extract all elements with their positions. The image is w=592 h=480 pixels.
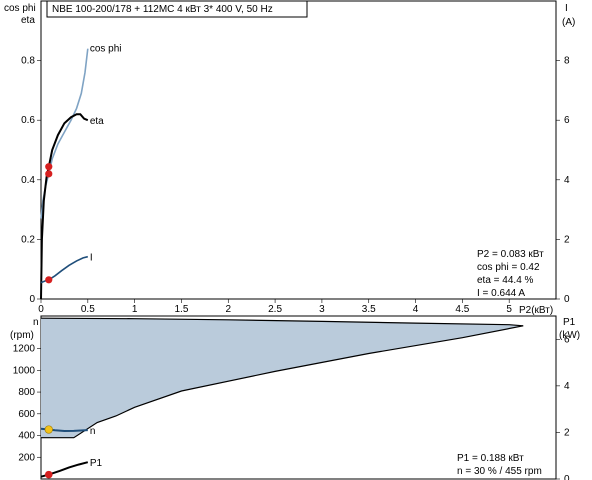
- annotation-speed: n = 30 % / 455 rpm: [457, 466, 542, 477]
- y2-left-tick-label: 400: [18, 431, 35, 442]
- y2-left-label-bottom: (rpm): [10, 330, 34, 341]
- operating-point-marker: [45, 163, 53, 171]
- y-right-tick-label: 0: [564, 294, 570, 305]
- upper-chart: 0 0.2 0.4 0.6 0.8 0 2 4 6 8 0 0.5 1 1.5 2 2.5 3 3.5 4 4.5 5 c…: [21, 0, 570, 315]
- y-right-tick-label: 8: [564, 56, 570, 67]
- x-tick-label: 3.5: [362, 304, 376, 315]
- x-axis-label: P2(кВт): [519, 305, 553, 316]
- series-label-eta: eta: [90, 116, 104, 127]
- chart-labels: NBE 100-200/178 + 112MC 4 кВт 3* 400 V, …: [4, 3, 580, 477]
- y-right-tick-label: 4: [564, 175, 570, 186]
- y2-left-tick-label: 600: [18, 409, 35, 420]
- y-right-tick-label: 6: [564, 115, 570, 126]
- y-right-label-top: I: [565, 3, 568, 14]
- x-tick-label: 4: [413, 304, 419, 315]
- y2-right-tick-label: 2: [564, 427, 570, 438]
- annotation-cosphi: cos phi = 0.42: [477, 262, 540, 273]
- y2-right-label-bottom: (kW): [559, 330, 580, 341]
- y2-left-tick-label: 1000: [13, 365, 36, 376]
- speed-range-area: [41, 318, 524, 438]
- x-tick-label: 0.5: [81, 304, 95, 315]
- annotation-p1: P1 = 0.188 кВт: [457, 453, 524, 464]
- y-right-tick-label: 2: [564, 234, 570, 245]
- annotation-current: I = 0.644 A: [477, 288, 525, 299]
- x-tick-label: 3: [319, 304, 325, 315]
- series-line-eta: [40, 113, 89, 300]
- x-tick-label: 0: [38, 304, 44, 315]
- operating-point-marker-n: [44, 425, 53, 434]
- operating-point-marker: [45, 170, 53, 178]
- y2-left-tick-label: 800: [18, 387, 35, 398]
- annotation-eta: eta = 44.4 %: [477, 275, 534, 286]
- x-tick-label: 1: [132, 304, 138, 315]
- chart-title: NBE 100-200/178 + 112MC 4 кВт 3* 400 V, …: [52, 4, 273, 15]
- y-right-label-bottom: (A): [562, 17, 575, 28]
- y2-right-tick-label: 0: [564, 474, 570, 480]
- x-tick-label: 1.5: [175, 304, 189, 315]
- y2-left-tick-label: 200: [18, 452, 35, 463]
- x-tick-label: 4.5: [455, 304, 469, 315]
- x-tick-label: 2: [225, 304, 231, 315]
- series-label-P1: P1: [90, 458, 103, 469]
- series-line-cos-phi: [40, 48, 89, 219]
- y-left-label-bottom: eta: [21, 15, 35, 26]
- x-tick-label: 5: [506, 304, 512, 315]
- speed-max-line: [40, 317, 524, 327]
- series-label-cos-phi: cos phi: [90, 44, 122, 55]
- series-label-I: I: [90, 253, 93, 264]
- y-left-tick-label: 0.6: [21, 115, 35, 126]
- y-left-tick-label: 0.8: [21, 56, 35, 67]
- y2-left-label-top: n: [33, 317, 39, 328]
- y-left-tick-label: 0.2: [21, 234, 35, 245]
- y-left-tick-label: 0.4: [21, 175, 35, 186]
- lower-chart: 200 400 600 800 1000 1200 0 2 4 6 n P1: [13, 315, 570, 480]
- annotation-p2: P2 = 0.083 кВт: [477, 249, 544, 260]
- y2-right-label-top: P1: [563, 317, 576, 328]
- y-left-tick-label: 0: [29, 294, 35, 305]
- y2-left-tick-label: 1200: [13, 344, 36, 355]
- y2-right-tick-label: 6: [564, 334, 570, 345]
- operating-point-marker: [45, 276, 53, 284]
- title-box: [46, 0, 308, 18]
- y-left-label-top: cos phi: [4, 3, 36, 14]
- y2-right-tick-label: 4: [564, 381, 570, 392]
- x-tick-label: 2.5: [268, 304, 282, 315]
- series-label-n: n: [90, 426, 96, 437]
- operating-point-marker-P1: [44, 470, 53, 479]
